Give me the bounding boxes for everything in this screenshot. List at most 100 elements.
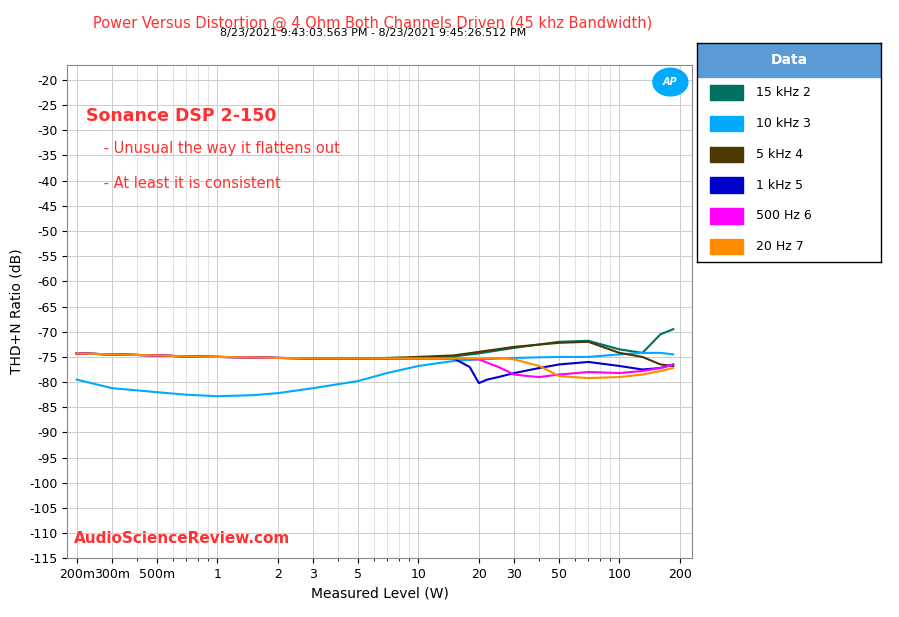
500 Hz 6: [614, 370, 625, 377]
1 kHz 5: [71, 350, 82, 357]
Line: 10 kHz 3: 10 kHz 3: [76, 353, 673, 396]
15 kHz 2: [655, 331, 666, 338]
5 kHz 4: [352, 355, 363, 362]
15 kHz 2: [583, 337, 593, 344]
500 Hz 6: [474, 356, 485, 363]
500 Hz 6: [382, 355, 393, 362]
15 kHz 2: [181, 353, 191, 360]
1 kHz 5: [382, 355, 393, 362]
10 kHz 3: [352, 378, 363, 385]
20 Hz 7: [413, 355, 423, 362]
1 kHz 5: [474, 379, 485, 387]
Text: - At least it is consistent: - At least it is consistent: [99, 176, 280, 191]
10 kHz 3: [637, 349, 648, 357]
500 Hz 6: [522, 372, 533, 379]
15 kHz 2: [509, 344, 520, 352]
500 Hz 6: [668, 361, 679, 368]
1 kHz 5: [272, 354, 283, 362]
Line: 15 kHz 2: 15 kHz 2: [76, 329, 673, 358]
15 kHz 2: [637, 349, 648, 357]
Bar: [709, 85, 743, 100]
500 Hz 6: [413, 355, 423, 362]
20 Hz 7: [352, 355, 363, 362]
5 kHz 4: [509, 343, 520, 350]
500 Hz 6: [509, 371, 520, 378]
1 kHz 5: [151, 352, 162, 359]
500 Hz 6: [71, 350, 82, 357]
15 kHz 2: [247, 354, 258, 361]
500 Hz 6: [655, 364, 666, 371]
1 kHz 5: [668, 361, 679, 368]
20 Hz 7: [71, 350, 82, 357]
10 kHz 3: [272, 389, 283, 397]
5 kHz 4: [583, 338, 593, 346]
500 Hz 6: [307, 355, 318, 362]
Bar: [697, 43, 881, 77]
Text: 1 kHz 5: 1 kHz 5: [756, 178, 803, 192]
500 Hz 6: [352, 355, 363, 362]
15 kHz 2: [212, 353, 223, 360]
10 kHz 3: [474, 356, 485, 363]
10 kHz 3: [71, 376, 82, 383]
Text: Power Versus Distortion @ 4 Ohm Both Channels Driven (45 khz Bandwidth): Power Versus Distortion @ 4 Ohm Both Cha…: [93, 15, 653, 31]
Text: - Unusual the way it flattens out: - Unusual the way it flattens out: [99, 141, 340, 156]
5 kHz 4: [272, 354, 283, 362]
1 kHz 5: [107, 350, 118, 358]
5 kHz 4: [413, 353, 423, 360]
20 Hz 7: [583, 375, 593, 382]
5 kHz 4: [151, 352, 162, 359]
500 Hz 6: [493, 363, 503, 371]
Line: 20 Hz 7: 20 Hz 7: [76, 354, 673, 378]
15 kHz 2: [272, 354, 283, 362]
10 kHz 3: [307, 384, 318, 392]
500 Hz 6: [554, 371, 565, 378]
1 kHz 5: [247, 354, 258, 361]
Line: 500 Hz 6: 500 Hz 6: [76, 354, 673, 377]
500 Hz 6: [151, 352, 162, 359]
Text: 15 kHz 2: 15 kHz 2: [756, 86, 811, 99]
Circle shape: [653, 68, 688, 96]
10 kHz 3: [583, 353, 593, 360]
Bar: [709, 209, 743, 223]
20 Hz 7: [151, 352, 162, 359]
20 Hz 7: [668, 364, 679, 371]
10 kHz 3: [382, 370, 393, 377]
1 kHz 5: [637, 366, 648, 373]
5 kHz 4: [449, 352, 459, 359]
10 kHz 3: [212, 392, 223, 400]
10 kHz 3: [509, 354, 520, 362]
5 kHz 4: [668, 362, 679, 370]
Bar: [709, 178, 743, 193]
20 Hz 7: [474, 355, 485, 362]
20 Hz 7: [272, 354, 283, 362]
1 kHz 5: [493, 373, 503, 381]
10 kHz 3: [554, 353, 565, 360]
5 kHz 4: [107, 350, 118, 358]
1 kHz 5: [554, 361, 565, 368]
15 kHz 2: [554, 338, 565, 346]
1 kHz 5: [509, 370, 520, 377]
5 kHz 4: [212, 353, 223, 360]
15 kHz 2: [107, 350, 118, 358]
500 Hz 6: [212, 353, 223, 360]
1 kHz 5: [482, 376, 493, 383]
1 kHz 5: [212, 353, 223, 360]
Line: 5 kHz 4: 5 kHz 4: [76, 342, 673, 366]
10 kHz 3: [449, 357, 459, 365]
5 kHz 4: [181, 353, 191, 360]
500 Hz 6: [181, 353, 191, 360]
20 Hz 7: [307, 355, 318, 362]
Bar: [709, 147, 743, 162]
15 kHz 2: [382, 355, 393, 362]
15 kHz 2: [474, 350, 485, 357]
500 Hz 6: [637, 367, 648, 375]
Text: Sonance DSP 2-150: Sonance DSP 2-150: [86, 107, 277, 125]
5 kHz 4: [247, 354, 258, 361]
1 kHz 5: [614, 362, 625, 370]
10 kHz 3: [413, 362, 423, 370]
1 kHz 5: [534, 364, 545, 371]
20 Hz 7: [107, 350, 118, 358]
500 Hz 6: [107, 350, 118, 358]
Bar: [709, 239, 743, 254]
15 kHz 2: [614, 346, 625, 353]
